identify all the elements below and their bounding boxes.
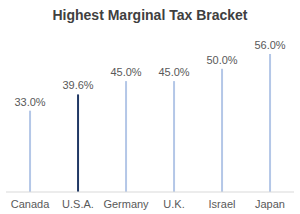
svg-text:45.0%: 45.0% (158, 66, 189, 78)
svg-text:45.0%: 45.0% (110, 66, 141, 78)
svg-text:Japan: Japan (255, 198, 285, 210)
svg-text:Germany: Germany (103, 198, 149, 210)
svg-text:U.K.: U.K. (163, 198, 184, 210)
html-text:Highest Marginal Tax Bracket: Highest Marginal Tax Bracket (52, 7, 248, 23)
svg-text:39.6%: 39.6% (62, 79, 93, 91)
svg-text:U.S.A.: U.S.A. (62, 198, 94, 210)
svg-text:56.0%: 56.0% (254, 39, 285, 51)
svg-text:50.0%: 50.0% (206, 54, 237, 66)
svg-text:Israel: Israel (209, 198, 236, 210)
svg-text:Canada: Canada (11, 198, 50, 210)
svg-text:33.0%: 33.0% (14, 96, 45, 108)
